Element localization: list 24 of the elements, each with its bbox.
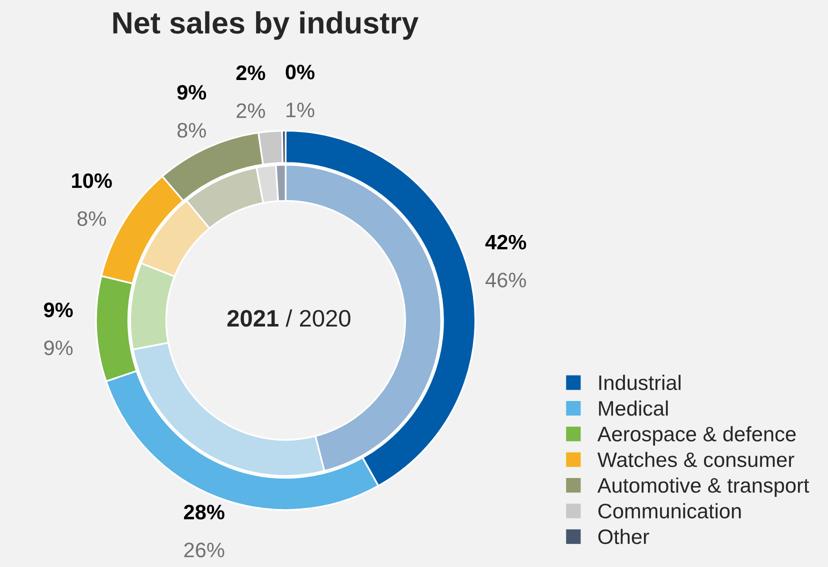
data-label: 9% <box>44 302 73 318</box>
data-label: 10% <box>72 173 112 188</box>
data-label: 8% <box>77 211 106 226</box>
legend-label: Medical <box>599 400 668 416</box>
legend-label: Watches & consumer <box>597 452 794 468</box>
data-label: 9% <box>177 84 206 100</box>
text: 2021 <box>227 310 278 327</box>
data-label: 2% <box>236 65 266 80</box>
chart-title: Net sales by industry <box>113 11 418 40</box>
data-label: 0% <box>286 64 314 80</box>
legend-label: Communication <box>598 503 741 518</box>
data-label: 46% <box>486 272 526 288</box>
data-label: 42% <box>485 234 526 250</box>
data-label: 9% <box>44 340 73 356</box>
text: / 2020 <box>286 309 350 327</box>
legend-label: Aerospace & defence <box>597 426 796 446</box>
legend-label: Automotive & transport <box>597 477 810 497</box>
data-label: 2% <box>236 103 265 118</box>
legend-label: Other <box>598 528 650 544</box>
data-label: 26% <box>184 542 224 558</box>
legend-label: Industrial <box>599 374 680 390</box>
data-label: 1% <box>286 102 314 118</box>
data-label: 28% <box>184 504 224 520</box>
data-label: 8% <box>177 122 206 138</box>
